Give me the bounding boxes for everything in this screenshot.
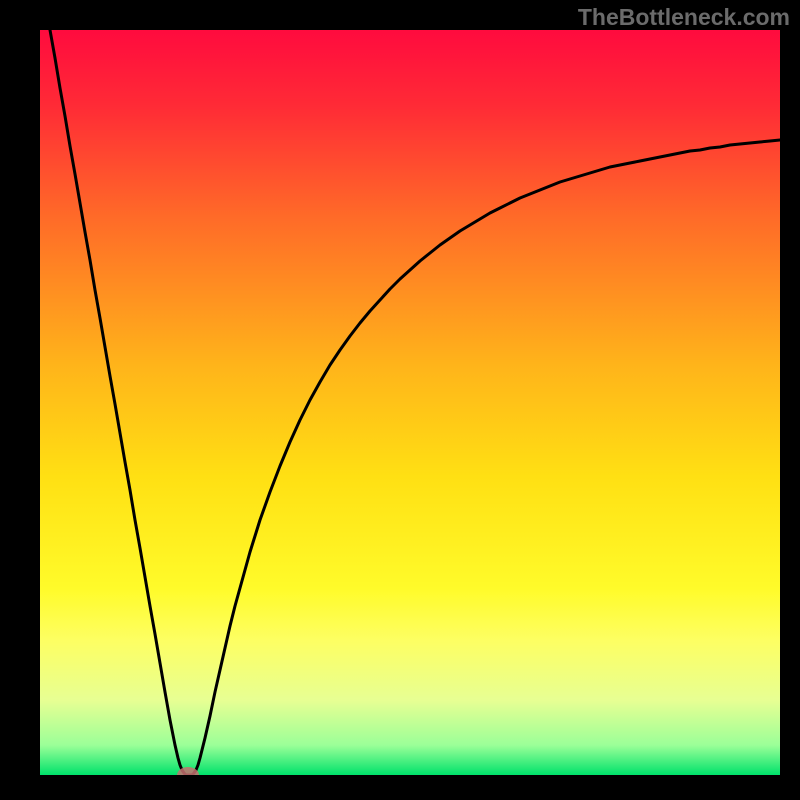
frame-left bbox=[0, 0, 40, 800]
bottleneck-chart bbox=[40, 30, 780, 775]
gradient-background bbox=[40, 30, 780, 775]
frame-bottom bbox=[0, 775, 800, 800]
watermark-text: TheBottleneck.com bbox=[578, 4, 790, 31]
frame-right bbox=[780, 0, 800, 800]
